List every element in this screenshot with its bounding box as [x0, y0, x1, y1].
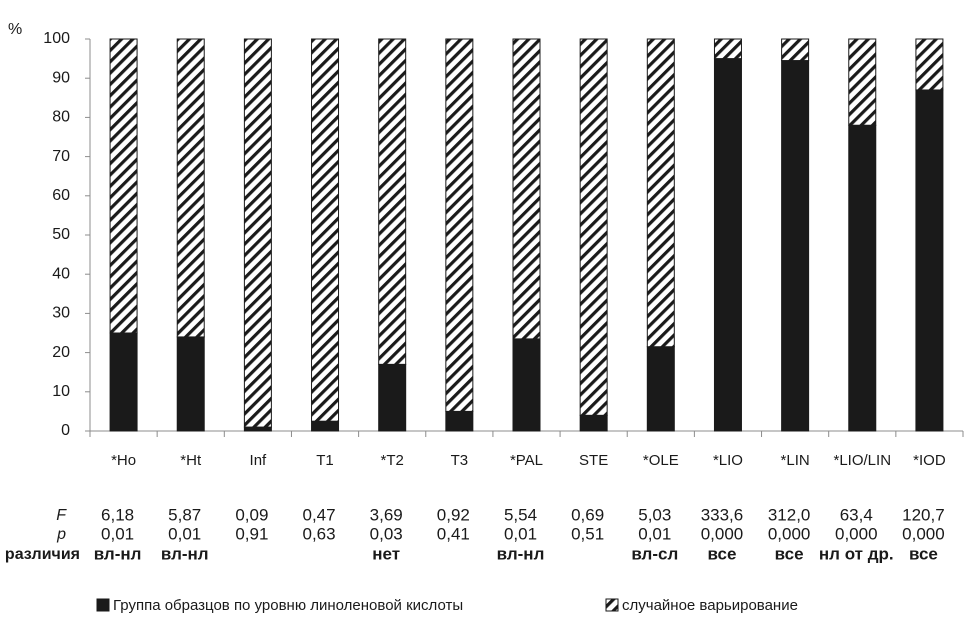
table-cell: 0,01 — [101, 524, 134, 543]
table-cell: 0,69 — [571, 505, 604, 524]
y-axis-label: % — [8, 21, 22, 38]
x-tick-label: *Ht — [180, 452, 202, 469]
x-tick-label: *IOD — [913, 452, 946, 469]
y-tick-label: 90 — [52, 69, 70, 86]
legend-swatch — [605, 598, 619, 612]
table-cell: вл-нл — [94, 544, 142, 563]
bar-segment — [512, 338, 541, 432]
table-cell: 0,09 — [235, 505, 268, 524]
table-cell: 5,03 — [638, 505, 671, 524]
table-cell: 0,47 — [302, 505, 335, 524]
bar-segment — [243, 38, 272, 428]
bar-segment — [109, 38, 138, 334]
table-cell: нл от др. — [819, 544, 894, 563]
bar-segment — [713, 38, 742, 60]
table-cell: вл-сл — [631, 544, 678, 563]
bar-segment — [311, 38, 340, 422]
table-cell: 333,6 — [701, 505, 744, 524]
x-tick-label: *T2 — [381, 452, 404, 469]
legend-swatch — [96, 598, 110, 612]
table-cell: 0,41 — [437, 524, 470, 543]
bar-segment — [176, 336, 205, 432]
table-cell: 63,4 — [840, 505, 873, 524]
bar-segment — [713, 58, 742, 432]
bar-segment — [848, 124, 877, 432]
y-tick-label: 0 — [61, 422, 70, 439]
bar-segment — [512, 38, 541, 340]
bar-segment — [378, 363, 407, 432]
bar-segment — [646, 346, 675, 432]
bar-segment — [243, 426, 272, 432]
bar-segment — [579, 38, 608, 416]
y-tick-label: 50 — [52, 226, 70, 243]
bar-segment — [378, 38, 407, 365]
table-cell: 0,000 — [835, 524, 878, 543]
table-cell: 0,03 — [370, 524, 403, 543]
table-cell: все — [775, 544, 804, 563]
table-cell: 312,0 — [768, 505, 811, 524]
bar-segment — [311, 420, 340, 432]
table-cell: все — [909, 544, 938, 563]
bar-segment — [579, 414, 608, 432]
table-cell: 0,91 — [235, 524, 268, 543]
table-cell: 3,69 — [370, 505, 403, 524]
row-label: различия — [5, 546, 80, 563]
y-tick-label: 100 — [43, 30, 70, 47]
table-cell: 0,63 — [302, 524, 335, 543]
table-cell: 0,000 — [768, 524, 811, 543]
y-tick-label: 80 — [52, 109, 70, 126]
y-tick-label: 30 — [52, 305, 70, 322]
bar-segment — [915, 89, 944, 432]
y-tick-label: 60 — [52, 187, 70, 204]
table-cell: нет — [372, 544, 400, 563]
table-cell: вл-нл — [161, 544, 209, 563]
y-tick-label: 10 — [52, 383, 70, 400]
x-tick-label: *Ho — [111, 452, 136, 469]
y-tick-label: 70 — [52, 148, 70, 165]
legend-label: Группа образцов по уровню линоленовой ки… — [113, 597, 463, 614]
table-cell: 0,51 — [571, 524, 604, 543]
bar-segment — [445, 410, 474, 432]
row-label: F — [56, 507, 67, 524]
table-cell: 0,01 — [504, 524, 537, 543]
bar-segment — [781, 38, 810, 62]
y-tick-label: 40 — [52, 265, 70, 282]
x-tick-label: STE — [579, 452, 608, 469]
table-cell: вл-нл — [497, 544, 545, 563]
y-tick-label: 20 — [52, 344, 70, 361]
legend-label: случайное варьирование — [622, 597, 798, 614]
x-tick-label: *OLE — [643, 452, 679, 469]
x-tick-label: *PAL — [510, 452, 543, 469]
table-cell: 5,87 — [168, 505, 201, 524]
table-cell: 0,01 — [168, 524, 201, 543]
x-tick-label: Inf — [250, 452, 268, 469]
bar-segment — [176, 38, 205, 338]
bar-segment — [781, 60, 810, 432]
x-tick-label: *LIO/LIN — [834, 452, 892, 469]
x-tick-label: *LIO — [713, 452, 743, 469]
table-cell: все — [707, 544, 736, 563]
bar-segment — [848, 38, 877, 126]
x-tick-label: *LIN — [781, 452, 810, 469]
bar-segment — [109, 332, 138, 432]
table-cell: 0,000 — [902, 524, 945, 543]
table-cell: 0,000 — [701, 524, 744, 543]
table-cell: 120,7 — [902, 505, 945, 524]
x-tick-label: T3 — [451, 452, 469, 469]
table-cell: 0,01 — [638, 524, 671, 543]
table-cell: 5,54 — [504, 505, 537, 524]
table-cell: 0,92 — [437, 505, 470, 524]
row-label: p — [56, 526, 66, 543]
x-tick-label: T1 — [316, 452, 334, 469]
bar-segment — [915, 38, 944, 91]
bar-segment — [646, 38, 675, 348]
table-cell: 6,18 — [101, 505, 134, 524]
bar-segment — [445, 38, 474, 412]
